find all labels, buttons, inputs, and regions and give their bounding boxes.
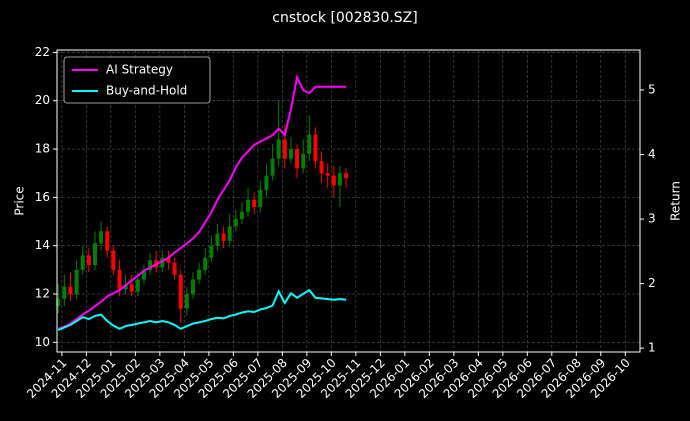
candle-body [221, 233, 226, 241]
y-tick-label: 14 [35, 238, 50, 252]
candle-body [301, 153, 306, 169]
candle-body [239, 211, 244, 220]
candle-body [184, 294, 189, 309]
candle-body [307, 134, 312, 154]
y-tick-label: 20 [35, 93, 50, 107]
candle-body [295, 149, 300, 169]
candle-body [129, 284, 134, 292]
candle-body [80, 255, 85, 270]
series-line [57, 288, 347, 332]
candle-body [337, 173, 342, 186]
legend-label: AI Strategy [106, 63, 173, 77]
y2-tick-label: 4 [648, 147, 656, 161]
y-tick-label: 10 [35, 335, 50, 349]
y2-tick-label: 3 [648, 212, 656, 226]
candle-body [215, 233, 220, 246]
candle-body [252, 199, 257, 208]
candle-body [117, 269, 122, 290]
candle-body [203, 257, 208, 270]
y2-tick-label: 5 [648, 83, 656, 97]
candle-body [172, 262, 177, 275]
candle-body [288, 149, 293, 159]
candle-body [246, 199, 251, 212]
candle-body [68, 286, 73, 295]
y-axis-label: Price [13, 186, 27, 215]
plot-frame [56, 49, 641, 353]
y-tick-label: 22 [35, 45, 50, 59]
candle-body [141, 269, 146, 280]
candle-body [344, 173, 349, 179]
candle-body [282, 139, 287, 159]
candle-body [166, 257, 171, 263]
candle-body [325, 173, 330, 176]
chart-title: cnstock [002830.SZ] [272, 10, 417, 26]
y-tick-label: 16 [35, 190, 50, 204]
candle-body [190, 279, 195, 295]
candle-body [105, 231, 110, 251]
candle-body [99, 231, 104, 244]
candle-body [74, 269, 79, 295]
y-tick-label: 18 [35, 142, 50, 156]
candle-body [270, 158, 275, 176]
candle-body [197, 269, 202, 280]
candle-body [56, 298, 61, 307]
candle-body [233, 219, 238, 227]
candle-body [135, 279, 140, 292]
candle-body [86, 255, 91, 266]
candle-body [111, 250, 116, 270]
candle-body [160, 257, 165, 268]
candle-body [313, 134, 318, 162]
candle-body [148, 260, 153, 270]
y-tick-label: 12 [35, 287, 50, 301]
candle-body [276, 139, 281, 159]
candle-body [331, 175, 336, 186]
series-line [57, 73, 347, 330]
legend-box [63, 56, 211, 104]
y2-tick-label: 1 [648, 341, 656, 355]
y2-axis-label: Return [669, 181, 683, 221]
candle-body [258, 190, 263, 208]
candle-body [227, 226, 232, 241]
candle-body [92, 243, 97, 266]
candle-body [319, 161, 324, 174]
candle-body [178, 274, 183, 309]
candle-body [123, 284, 128, 290]
candle-body [264, 175, 269, 191]
legend-label: Buy-and-Hold [106, 84, 187, 98]
y2-tick-label: 2 [648, 276, 656, 290]
candle-body [209, 245, 214, 258]
candle-body [62, 286, 67, 299]
